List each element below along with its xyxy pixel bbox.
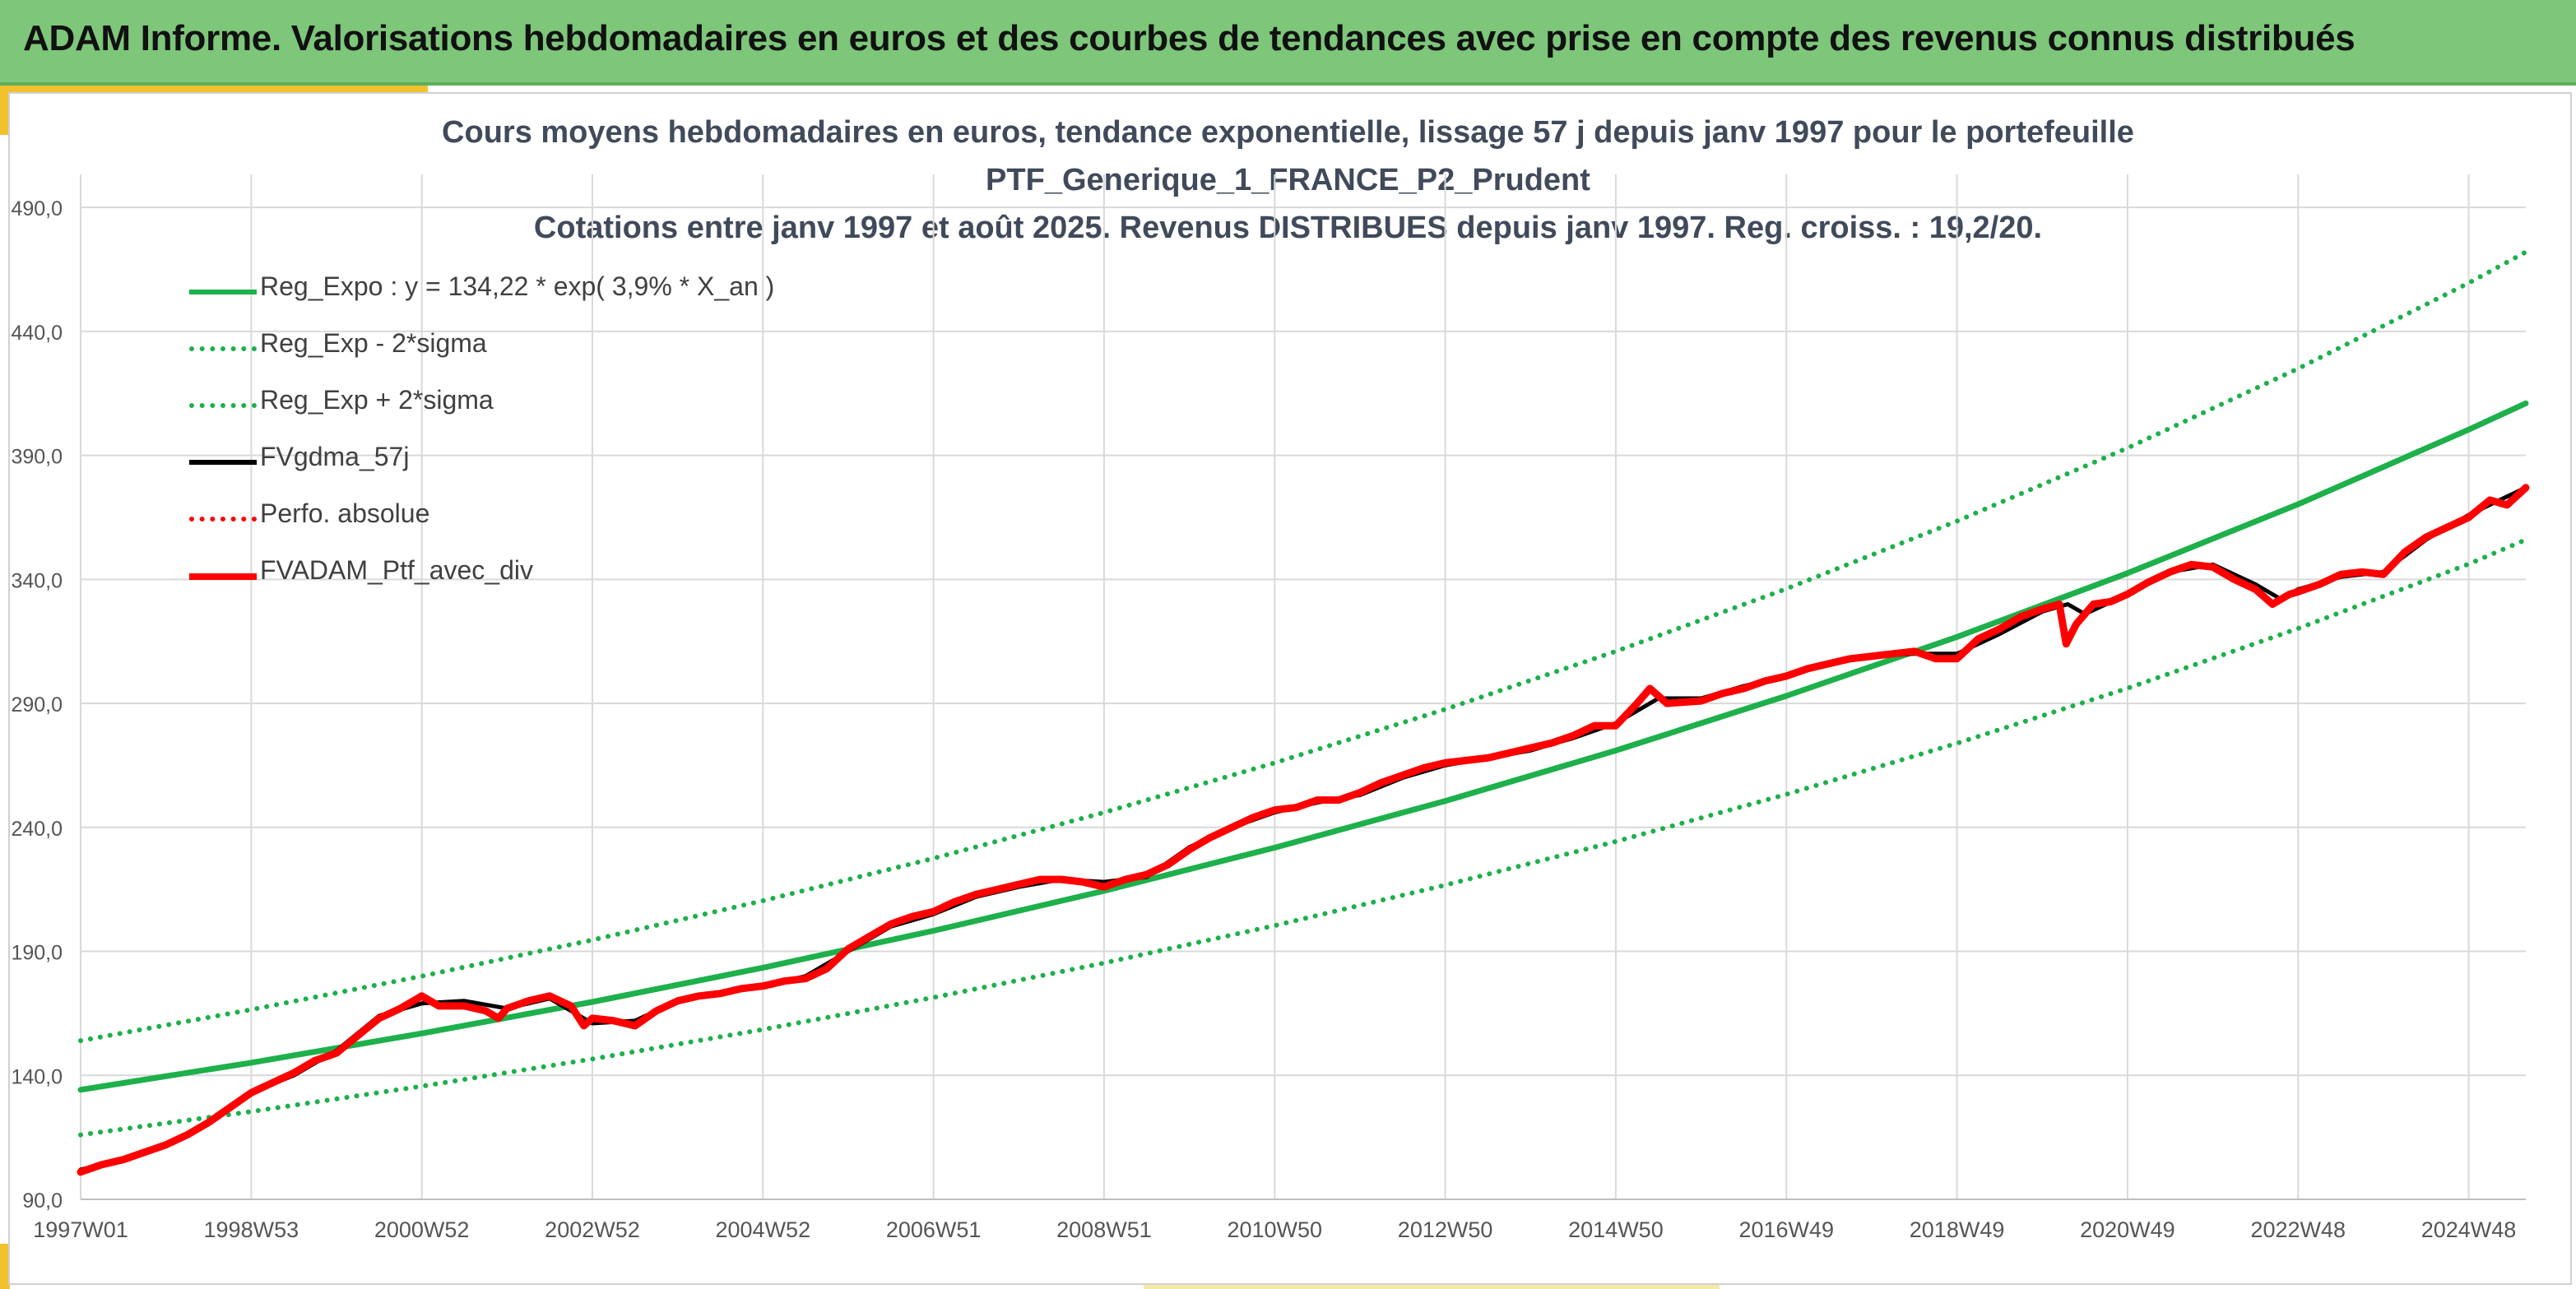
- series-line-3: [78, 485, 2528, 1172]
- x-tick-label: 2008W51: [1056, 1217, 1152, 1242]
- legend-label-fvgdma: FVgdma_57j: [260, 442, 410, 471]
- chart-title-line-1: Cours moyens hebdomadaires en euros, ten…: [442, 115, 2134, 150]
- legend-label-reg-expo: Reg_Expo : y = 134,22 * exp( 3,9% * X_an…: [260, 271, 775, 301]
- y-tick-label: 340,0: [11, 569, 63, 592]
- x-tick-label: 2020W49: [2080, 1217, 2175, 1242]
- x-tick-label: 1998W53: [204, 1217, 299, 1242]
- legend-label-perfo-absolue: Perfo. absolue: [260, 498, 430, 528]
- x-tick-label: 2018W49: [1910, 1217, 2005, 1242]
- accent-bar-bottom-left: [0, 1244, 10, 1289]
- chart-title-line-2: PTF_Generique_1_FRANCE_P2_Prudent: [986, 163, 1590, 197]
- legend-label-fvadam: FVADAM_Ptf_avec_div: [260, 555, 533, 585]
- x-tick-label: 2022W48: [2250, 1217, 2346, 1242]
- x-tick-label: 2016W49: [1738, 1217, 1834, 1242]
- chart-title-line-3: Cotations entre janv 1997 et août 2025. …: [533, 211, 2043, 245]
- legend-swatch-reg-expo: [189, 290, 257, 294]
- x-tick-label: 1997W01: [33, 1217, 128, 1242]
- series-line-0: [77, 400, 2529, 1093]
- legend-swatch-fvadam: [189, 573, 257, 580]
- chart-frame: [8, 92, 2572, 1285]
- x-tick-label: 2006W51: [886, 1217, 982, 1242]
- legend-swatch-perfo-absolue: [189, 517, 257, 522]
- series-line-1: [78, 537, 2528, 1138]
- y-tick-label: 390,0: [11, 446, 63, 469]
- series-line-2: [78, 249, 2528, 1044]
- series-line-5: [77, 484, 2530, 1176]
- y-tick-label: 90,0: [22, 1189, 63, 1212]
- legend-label-reg-exp-plus: Reg_Exp + 2*sigma: [260, 385, 494, 415]
- legend-swatch-fvgdma: [189, 460, 257, 465]
- accent-bar-bottom: [1144, 1283, 1720, 1289]
- legend-swatch-reg-exp-plus: [189, 403, 257, 408]
- legend-swatch-reg-exp-minus: [189, 346, 257, 351]
- report-banner: ADAM Informe. Valorisations hebdomadaire…: [0, 0, 2576, 86]
- accent-bar-top: [0, 86, 428, 92]
- y-tick-label: 190,0: [11, 942, 63, 965]
- y-tick-label: 490,0: [11, 197, 63, 220]
- y-tick-label: 240,0: [11, 818, 63, 841]
- x-tick-label: 2024W48: [2421, 1217, 2517, 1242]
- y-tick-label: 440,0: [11, 322, 63, 345]
- x-tick-label: 2010W50: [1227, 1217, 1322, 1242]
- y-tick-label: 290,0: [11, 693, 63, 716]
- x-tick-label: 2000W52: [374, 1217, 470, 1242]
- accent-bar-left: [0, 86, 8, 135]
- x-tick-label: 2014W50: [1568, 1217, 1664, 1242]
- report-title: ADAM Informe. Valorisations hebdomadaire…: [23, 18, 2356, 58]
- x-tick-label: 2012W50: [1398, 1217, 1493, 1242]
- x-tick-label: 2002W52: [545, 1217, 640, 1242]
- y-tick-label: 140,0: [11, 1065, 63, 1088]
- legend-label-reg-exp-minus: Reg_Exp - 2*sigma: [260, 328, 487, 358]
- x-tick-label: 2004W52: [716, 1217, 811, 1242]
